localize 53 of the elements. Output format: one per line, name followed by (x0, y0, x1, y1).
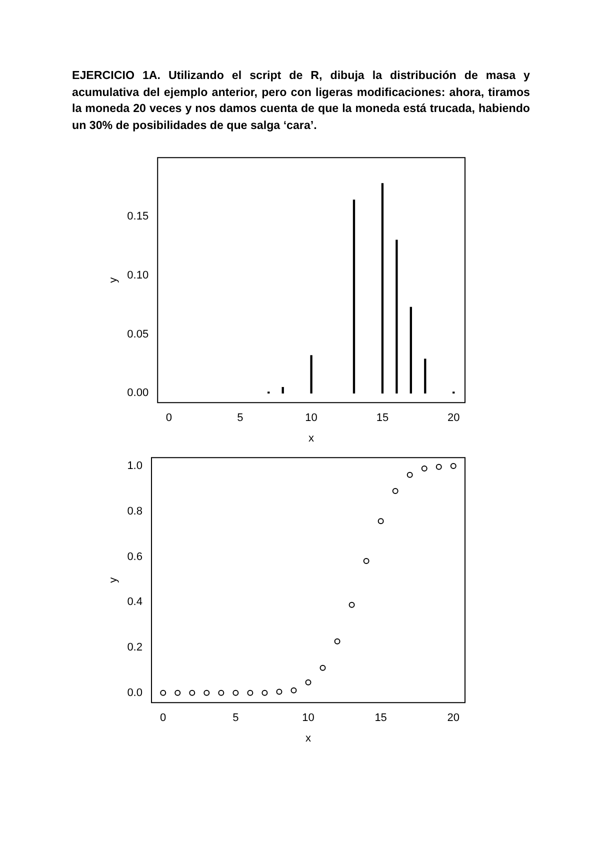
y-tick-label: 0.2 (127, 642, 142, 654)
point (232, 690, 239, 696)
point (378, 518, 384, 524)
point (276, 688, 282, 695)
x-tick-label: 15 (376, 412, 389, 424)
point (348, 602, 355, 608)
point (392, 488, 398, 494)
point (218, 690, 224, 696)
y-axis-title: y (108, 276, 120, 283)
bar (396, 240, 398, 394)
y-tick-label: 0.4 (127, 596, 142, 608)
x-tick-label: 15 (374, 712, 387, 724)
x-tick-label: 20 (447, 712, 460, 724)
y-tick-label: 0.10 (127, 269, 149, 282)
y-tick-label: 0.15 (127, 210, 149, 223)
point (290, 687, 297, 694)
point (189, 690, 196, 696)
point (436, 464, 442, 470)
bar (381, 183, 384, 394)
point (174, 690, 181, 696)
x-tick-label: 20 (447, 412, 460, 424)
x-tick-label: 0 (166, 412, 172, 424)
bar (282, 386, 284, 394)
point (204, 690, 210, 696)
bar (424, 358, 426, 394)
point (421, 465, 428, 472)
point (334, 638, 340, 644)
y-tick-label: 0.00 (127, 387, 149, 400)
point (450, 462, 456, 469)
x-tick-label: 0 (160, 712, 166, 724)
point (363, 558, 370, 564)
y-tick-label: 0.6 (127, 550, 142, 563)
x-axis-title: x (308, 432, 315, 444)
x-tick-label: 10 (302, 712, 314, 724)
x-tick-label: 10 (305, 412, 318, 424)
y-tick-label: 0.05 (127, 328, 149, 340)
y-tick-label: 1.0 (127, 460, 142, 472)
point (247, 690, 254, 696)
bar (410, 306, 412, 394)
bar (352, 200, 356, 394)
x-tick-label: 5 (237, 412, 244, 424)
y-tick-label: 0.0 (127, 686, 142, 699)
x-tick-label: 5 (232, 712, 239, 724)
y-axis-title: y (108, 576, 120, 583)
point (160, 690, 166, 696)
point (406, 472, 413, 478)
bar (310, 355, 312, 394)
point (305, 679, 312, 686)
y-tick-label: 0.8 (127, 505, 142, 518)
point (320, 664, 326, 671)
chart-title: EJERCICIO 1A. Utilizando el script de R, dibuja la distribución de masa y acumulativa del ejemplo anterior, pero con ligeras modificaciones: ahora, tiramos la moneda 20 veces y nos damos cuenta de que la moneda está trucada, habiendo un 30% de posibilidades de que salga ‘cara’. (72, 68, 530, 134)
point (262, 690, 268, 696)
x-axis-title: x (305, 732, 312, 744)
